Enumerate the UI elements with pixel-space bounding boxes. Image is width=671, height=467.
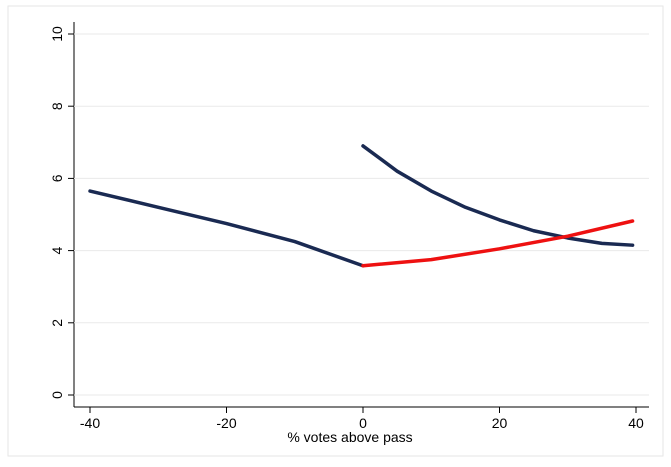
y-tick-label: 6: [49, 174, 65, 182]
x-tick-label: 20: [492, 415, 508, 431]
x-tick-label: -40: [80, 415, 100, 431]
y-tick-label: 4: [49, 246, 65, 254]
y-tick-label: 2: [49, 319, 65, 327]
line: [361, 219, 635, 268]
chart-frame: [7, 5, 664, 457]
y-tick-label: 8: [49, 102, 65, 110]
line: [361, 144, 635, 247]
x-tick-label: 40: [628, 415, 644, 431]
line: [88, 189, 365, 268]
x-axis-label: % votes above pass: [287, 429, 412, 445]
y-tick-label: 0: [49, 391, 65, 399]
x-tick-label: 0: [359, 415, 367, 431]
x-tick-label: -20: [216, 415, 236, 431]
y-tick-label: 10: [49, 26, 65, 42]
